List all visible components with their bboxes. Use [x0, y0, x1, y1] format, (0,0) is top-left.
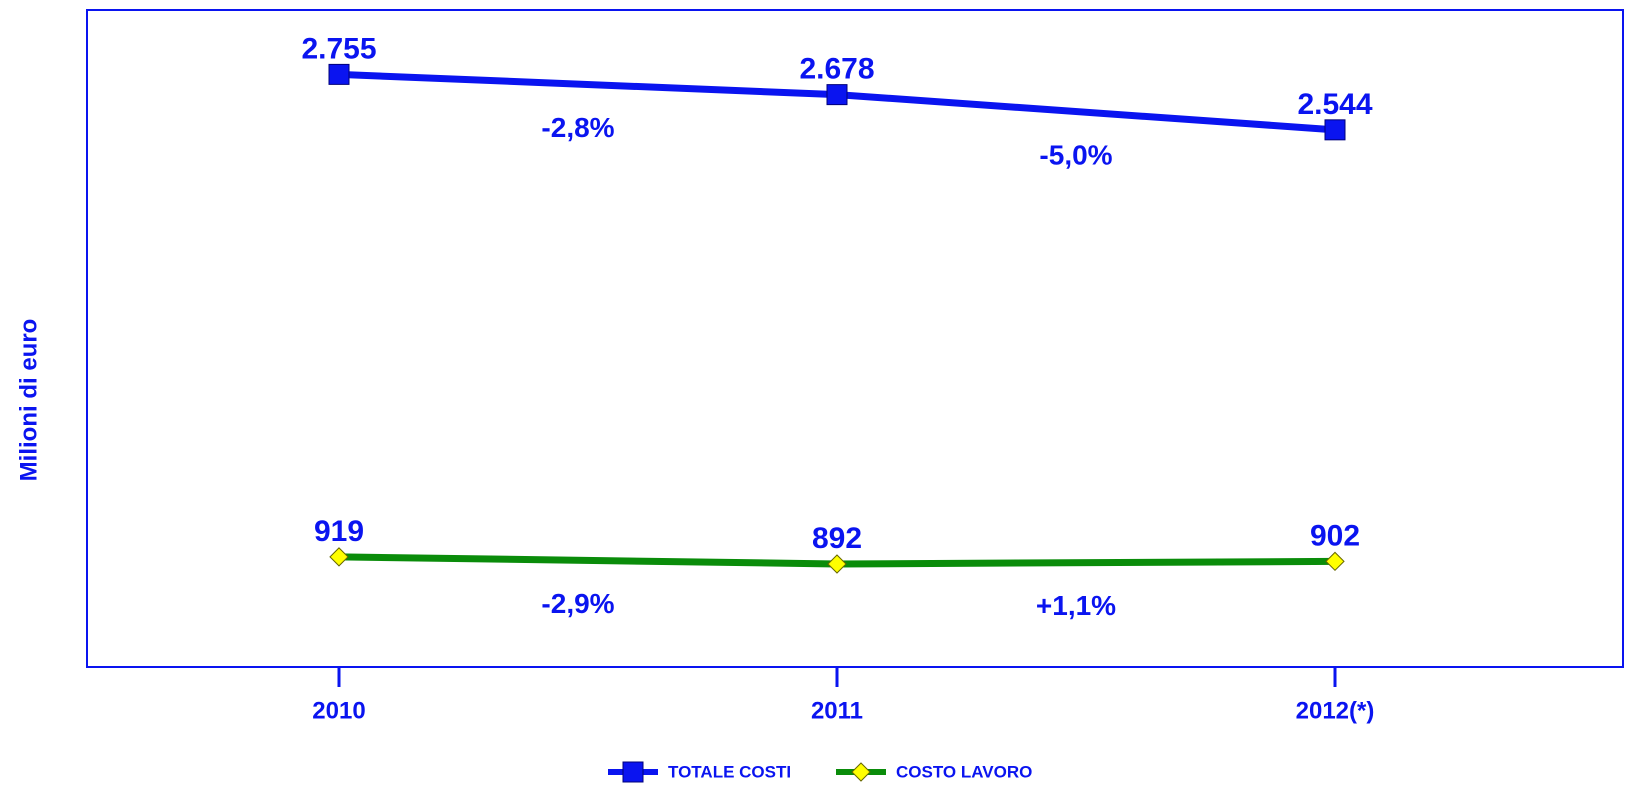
value-label: 2.678 [799, 53, 874, 86]
x-tick-label: 2011 [811, 697, 863, 724]
data-point [1324, 119, 1346, 141]
data-point [827, 554, 847, 574]
x-tick-label: 2012(*) [1296, 697, 1375, 724]
data-point [1325, 551, 1345, 572]
legend-label: TOTALE COSTI [668, 762, 791, 781]
legend-label: COSTO LAVORO [896, 762, 1032, 781]
value-label: 902 [1310, 519, 1360, 552]
change-label: -2,8% [541, 112, 614, 143]
legend-marker [851, 762, 871, 782]
value-label: 2.755 [301, 32, 376, 65]
data-point [826, 84, 848, 106]
y-axis-label: Milioni di euro [15, 319, 42, 482]
x-tick-label: 2010 [312, 697, 365, 724]
change-label: -2,9% [541, 588, 614, 619]
legend-marker [622, 761, 644, 783]
value-label: 919 [314, 515, 364, 548]
plot-frame [86, 9, 1624, 668]
data-point [329, 547, 349, 567]
value-label: 892 [812, 522, 862, 555]
data-point [328, 63, 350, 85]
value-label: 2.544 [1297, 88, 1372, 121]
change-label: +1,1% [1036, 590, 1116, 621]
change-label: -5,0% [1039, 140, 1112, 171]
